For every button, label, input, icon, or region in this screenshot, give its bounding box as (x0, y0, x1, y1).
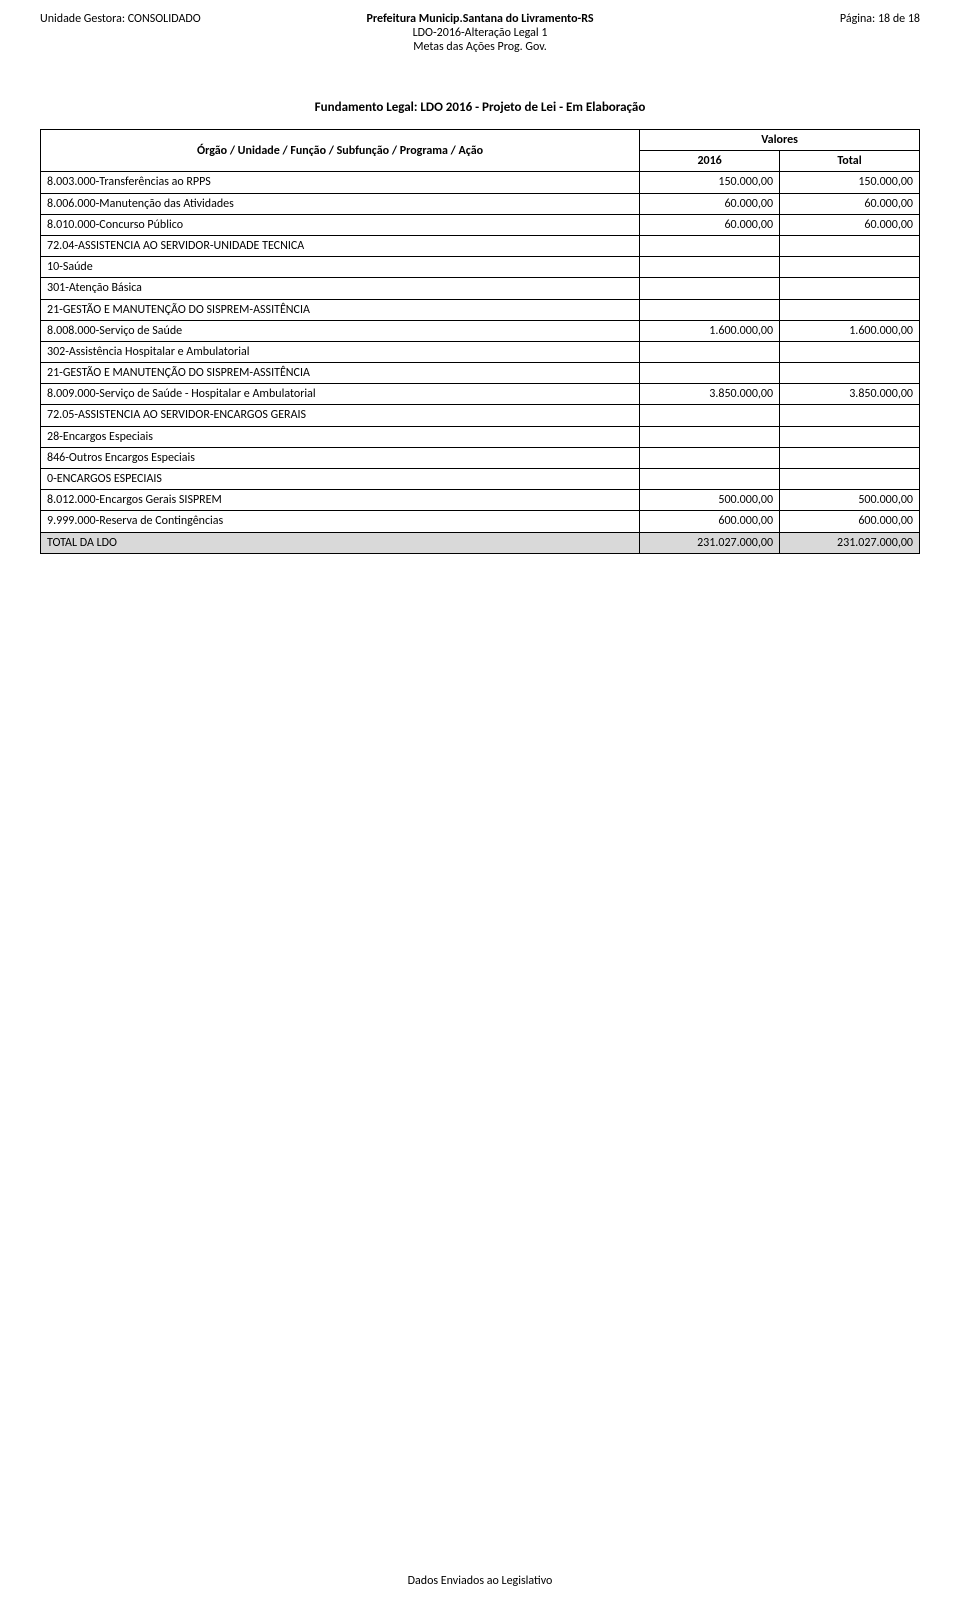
table-row: 8.008.000-Serviço de Saúde1.600.000,001.… (41, 320, 920, 341)
row-description: 8.012.000-Encargos Gerais SISPREM (41, 490, 640, 511)
table-row: 8.003.000-Transferências ao RPPS150.000,… (41, 172, 920, 193)
table-row: 8.012.000-Encargos Gerais SISPREM500.000… (41, 490, 920, 511)
table-row: 8.006.000-Manutenção das Atividades60.00… (41, 193, 920, 214)
row-value-2016: 3.850.000,00 (640, 384, 780, 405)
table-row: 302-Assistência Hospitalar e Ambulatoria… (41, 341, 920, 362)
page-footer: Dados Enviados ao Legislativo (40, 1574, 920, 1588)
row-value-total (780, 426, 920, 447)
row-value-2016: 500.000,00 (640, 490, 780, 511)
table-row: 8.009.000-Serviço de Saúde - Hospitalar … (41, 384, 920, 405)
row-description: 8.008.000-Serviço de Saúde (41, 320, 640, 341)
row-value-total (780, 363, 920, 384)
row-value-total (780, 447, 920, 468)
row-value-total (780, 405, 920, 426)
row-value-2016 (640, 341, 780, 362)
total-value-2016: 231.027.000,00 (640, 532, 780, 553)
row-description: 72.04-ASSISTENCIA AO SERVIDOR-UNIDADE TE… (41, 235, 640, 256)
table-row: 21-GESTÃO E MANUTENÇÃO DO SISPREM-ASSITÊ… (41, 299, 920, 320)
table-total-row: TOTAL DA LDO231.027.000,00231.027.000,00 (41, 532, 920, 553)
row-description: 846-Outros Encargos Especiais (41, 447, 640, 468)
row-value-total (780, 299, 920, 320)
table-row: 72.04-ASSISTENCIA AO SERVIDOR-UNIDADE TE… (41, 235, 920, 256)
row-value-total (780, 469, 920, 490)
row-value-2016: 1.600.000,00 (640, 320, 780, 341)
row-description: 9.999.000-Reserva de Contingências (41, 511, 640, 532)
row-value-2016 (640, 363, 780, 384)
header-subtitle-1: LDO-2016-Alteração Legal 1 (366, 26, 593, 40)
row-description: 8.003.000-Transferências ao RPPS (41, 172, 640, 193)
page: Unidade Gestora: CONSOLIDADO Prefeitura … (0, 0, 960, 1608)
table-row: 9.999.000-Reserva de Contingências600.00… (41, 511, 920, 532)
legal-basis-title: Fundamento Legal: LDO 2016 - Projeto de … (40, 100, 920, 115)
table-row: 72.05-ASSISTENCIA AO SERVIDOR-ENCARGOS G… (41, 405, 920, 426)
row-description: 21-GESTÃO E MANUTENÇÃO DO SISPREM-ASSITÊ… (41, 299, 640, 320)
row-value-2016 (640, 235, 780, 256)
total-value-total: 231.027.000,00 (780, 532, 920, 553)
total-description: TOTAL DA LDO (41, 532, 640, 553)
row-description: 302-Assistência Hospitalar e Ambulatoria… (41, 341, 640, 362)
header-center: Prefeitura Municip.Santana do Livramento… (366, 12, 593, 54)
row-description: 21-GESTÃO E MANUTENÇÃO DO SISPREM-ASSITÊ… (41, 363, 640, 384)
row-value-total: 1.600.000,00 (780, 320, 920, 341)
table-head-row-1: Órgão / Unidade / Função / Subfunção / P… (41, 130, 920, 151)
row-value-total: 150.000,00 (780, 172, 920, 193)
table-row: 21-GESTÃO E MANUTENÇÃO DO SISPREM-ASSITÊ… (41, 363, 920, 384)
header-page-number: Página: 18 de 18 (840, 12, 920, 26)
table-body: 8.003.000-Transferências ao RPPS150.000,… (41, 172, 920, 553)
table-row: 10-Saúde (41, 257, 920, 278)
header-subtitle-2: Metas das Ações Prog. Gov. (366, 40, 593, 54)
row-value-2016: 150.000,00 (640, 172, 780, 193)
col-header-description: Órgão / Unidade / Função / Subfunção / P… (41, 130, 640, 172)
row-value-2016 (640, 469, 780, 490)
page-header: Unidade Gestora: CONSOLIDADO Prefeitura … (40, 12, 920, 82)
row-value-total (780, 257, 920, 278)
row-value-total: 600.000,00 (780, 511, 920, 532)
table-row: 28-Encargos Especiais (41, 426, 920, 447)
row-description: 72.05-ASSISTENCIA AO SERVIDOR-ENCARGOS G… (41, 405, 640, 426)
row-description: 8.006.000-Manutenção das Atividades (41, 193, 640, 214)
table-row: 8.010.000-Concurso Público60.000,0060.00… (41, 214, 920, 235)
row-value-2016 (640, 278, 780, 299)
row-value-2016: 600.000,00 (640, 511, 780, 532)
row-value-total (780, 341, 920, 362)
row-value-2016: 60.000,00 (640, 193, 780, 214)
row-value-total: 60.000,00 (780, 214, 920, 235)
row-description: 0-ENCARGOS ESPECIAIS (41, 469, 640, 490)
row-value-total: 60.000,00 (780, 193, 920, 214)
row-value-total: 3.850.000,00 (780, 384, 920, 405)
ldo-table: Órgão / Unidade / Função / Subfunção / P… (40, 129, 920, 554)
row-value-2016 (640, 299, 780, 320)
row-value-total: 500.000,00 (780, 490, 920, 511)
row-value-total (780, 235, 920, 256)
row-value-total (780, 278, 920, 299)
row-value-2016: 60.000,00 (640, 214, 780, 235)
table-row: 301-Atenção Básica (41, 278, 920, 299)
table-row: 846-Outros Encargos Especiais (41, 447, 920, 468)
row-value-2016 (640, 426, 780, 447)
row-description: 28-Encargos Especiais (41, 426, 640, 447)
col-header-year: 2016 (640, 151, 780, 172)
row-description: 8.009.000-Serviço de Saúde - Hospitalar … (41, 384, 640, 405)
table-head: Órgão / Unidade / Função / Subfunção / P… (41, 130, 920, 172)
row-value-2016 (640, 405, 780, 426)
col-header-values: Valores (640, 130, 920, 151)
row-value-2016 (640, 447, 780, 468)
row-description: 301-Atenção Básica (41, 278, 640, 299)
table-row: 0-ENCARGOS ESPECIAIS (41, 469, 920, 490)
header-unit: Unidade Gestora: CONSOLIDADO (40, 12, 201, 26)
header-title: Prefeitura Municip.Santana do Livramento… (366, 12, 593, 26)
row-description: 8.010.000-Concurso Público (41, 214, 640, 235)
row-value-2016 (640, 257, 780, 278)
col-header-total: Total (780, 151, 920, 172)
row-description: 10-Saúde (41, 257, 640, 278)
